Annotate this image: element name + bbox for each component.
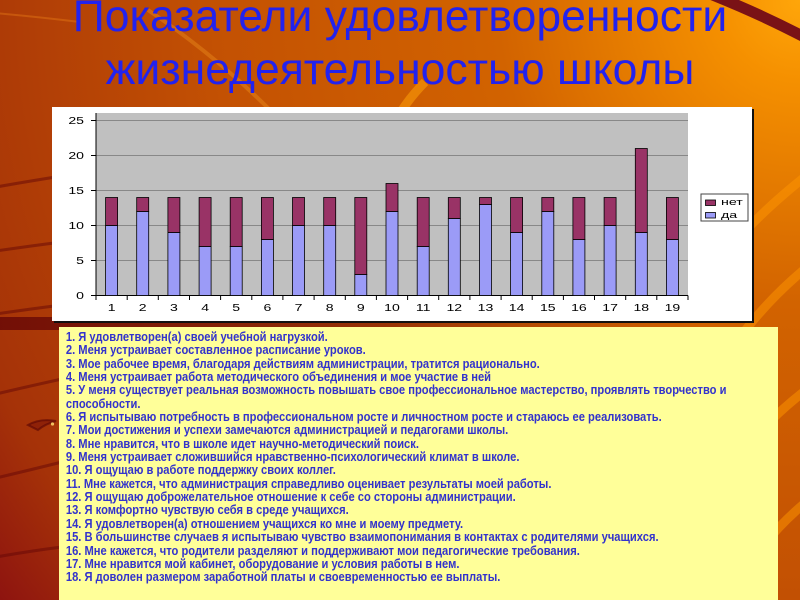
svg-text:9: 9 (357, 302, 365, 313)
svg-text:8: 8 (326, 302, 334, 313)
svg-text:25: 25 (68, 115, 84, 126)
svg-text:да: да (721, 210, 738, 220)
svg-text:19: 19 (665, 302, 681, 313)
svg-text:7: 7 (295, 302, 303, 313)
svg-text:3: 3 (170, 302, 178, 313)
svg-text:15: 15 (540, 302, 556, 313)
svg-text:13: 13 (478, 302, 494, 313)
svg-text:14: 14 (509, 302, 525, 313)
svg-text:5: 5 (232, 302, 240, 313)
svg-text:18: 18 (633, 302, 649, 313)
svg-text:4: 4 (201, 302, 209, 313)
svg-text:17: 17 (602, 302, 618, 313)
svg-text:10: 10 (68, 220, 84, 231)
svg-text:0: 0 (76, 290, 84, 301)
svg-text:2: 2 (139, 302, 147, 313)
svg-text:11: 11 (416, 302, 431, 313)
svg-text:6: 6 (263, 302, 271, 313)
svg-text:1: 1 (108, 302, 116, 313)
svg-text:16: 16 (571, 302, 587, 313)
svg-text:нет: нет (721, 197, 743, 207)
svg-text:15: 15 (68, 185, 84, 196)
svg-text:10: 10 (384, 302, 400, 313)
svg-text:12: 12 (446, 302, 462, 313)
svg-text:5: 5 (76, 255, 84, 266)
svg-text:20: 20 (68, 150, 84, 161)
